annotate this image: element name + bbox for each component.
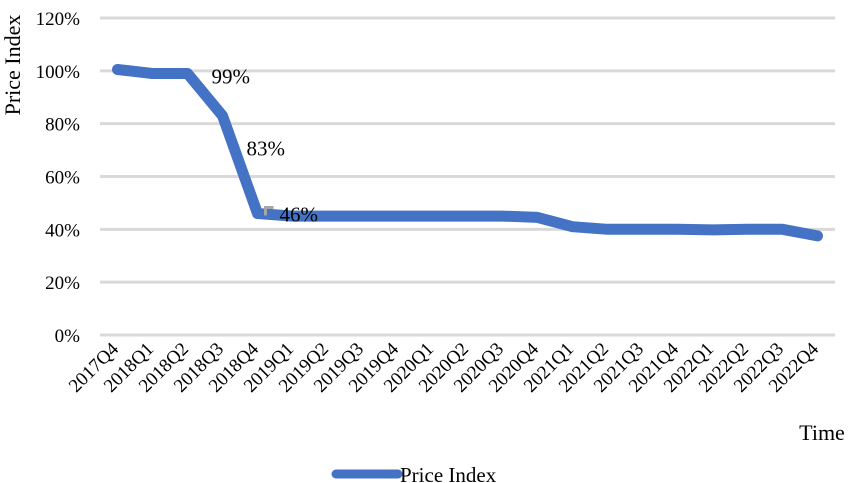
- y-tick-label: 40%: [45, 220, 80, 241]
- y-tick-label: 0%: [55, 326, 81, 347]
- y-tick-label: 80%: [45, 115, 80, 136]
- gridlines: [100, 16, 835, 337]
- data-labels: 99% 83% 46%: [212, 64, 319, 226]
- data-label: 99%: [212, 64, 251, 88]
- y-tick-label: 20%: [45, 273, 80, 294]
- y-tick-label: 120%: [36, 9, 81, 30]
- x-axis-ticks: 2017Q42018Q12018Q22018Q32018Q42019Q12019…: [65, 338, 823, 396]
- x-axis-title: Time: [799, 420, 845, 445]
- data-label: 46%: [280, 202, 319, 226]
- y-tick-label: 100%: [36, 62, 81, 83]
- data-label: 83%: [247, 137, 286, 161]
- y-axis-ticks: 0% 20% 40% 60% 80% 100% 120%: [36, 9, 81, 347]
- y-tick-label: 60%: [45, 168, 80, 189]
- legend-label: Price Index: [400, 463, 497, 483]
- legend: Price Index: [331, 463, 497, 483]
- series-group: [112, 64, 823, 242]
- series-line: [112, 64, 823, 242]
- label-leader-line: [264, 205, 274, 216]
- y-axis-title: Price Index: [0, 15, 25, 116]
